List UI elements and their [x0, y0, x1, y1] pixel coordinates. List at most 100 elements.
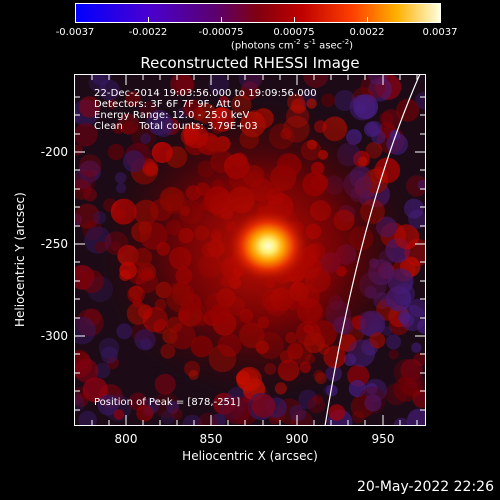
image-texture-blob — [417, 179, 426, 191]
image-data — [74, 74, 426, 426]
image-texture-blob — [321, 93, 336, 108]
image-texture-blob — [411, 342, 422, 353]
image-texture-blob — [386, 334, 401, 350]
image-texture-blob — [100, 346, 118, 364]
image-texture-blob — [74, 123, 98, 147]
image-texture-blob — [223, 396, 252, 425]
image-texture-blob — [75, 393, 89, 407]
x-tick-label: 800 — [114, 432, 138, 446]
y-tick-label: -200 — [40, 145, 68, 159]
image-texture-blob — [76, 308, 104, 337]
image-texture-blob — [74, 213, 82, 226]
colorbar-tick-label: -0.00075 — [198, 27, 244, 38]
image-texture-blob — [289, 404, 306, 422]
plot-frame — [74, 74, 426, 426]
image-texture-blob — [348, 380, 366, 398]
y-tick-label: -300 — [40, 329, 68, 343]
x-axis-label: Heliocentric X (arcsec) — [182, 449, 318, 463]
colorbar — [75, 3, 441, 23]
image-texture-blob — [74, 144, 83, 156]
image-texture-blob — [88, 74, 107, 92]
image-texture-blob — [303, 74, 329, 88]
image-texture-blob — [112, 123, 124, 134]
image-texture-blob — [406, 408, 426, 426]
image-texture-blob — [251, 394, 276, 418]
image-texture-blob — [78, 96, 101, 118]
image-texture-blob — [82, 377, 108, 403]
image-texture-blob — [74, 111, 81, 123]
image-texture-blob — [78, 160, 101, 183]
image-texture-blob — [364, 394, 382, 412]
image-texture-blob — [408, 298, 426, 317]
image-texture-blob — [74, 316, 96, 345]
colorbar-tick-label: 0.0022 — [349, 27, 385, 38]
image-texture-blob — [334, 90, 356, 111]
colorbar-tick-label: -0.0022 — [128, 27, 168, 38]
image-texture-blob — [107, 143, 125, 161]
x-tick-label: 850 — [199, 432, 223, 446]
image-texture-blob — [78, 410, 97, 426]
image-texture-blob — [364, 121, 380, 137]
image-texture-blob — [83, 188, 97, 202]
image-texture-blob — [166, 400, 180, 414]
image-texture-blob — [83, 308, 102, 326]
image-texture-blob — [154, 373, 176, 395]
image-texture-blob — [74, 170, 96, 193]
colorbar-units: (photons cm-2 s-1 asec-2) — [230, 38, 354, 52]
plot-date: 20-May-2022 22:26 — [356, 479, 494, 495]
image-texture-blob — [358, 386, 387, 415]
image-texture-blob — [368, 77, 392, 102]
image-texture-blob — [396, 98, 420, 122]
image-texture-blob — [306, 98, 317, 109]
image-texture-blob — [393, 377, 419, 402]
image-texture-blob — [74, 358, 99, 383]
image-texture-blob — [242, 74, 263, 89]
image-texture-blob — [97, 394, 119, 416]
image-texture-blob — [118, 113, 140, 135]
colorbar-tick-label: 0.0037 — [422, 27, 458, 38]
colorbar-tick-label: 0.00075 — [273, 27, 315, 38]
image-texture-blob — [351, 410, 365, 424]
image-texture-blob — [298, 389, 318, 409]
image-texture-blob — [74, 203, 100, 229]
image-texture-blob — [290, 410, 313, 426]
image-texture-blob — [78, 154, 102, 177]
image-texture-blob — [74, 395, 85, 413]
x-tick-label: 950 — [371, 432, 395, 446]
info-time-range: 22-Dec-2014 19:03:56.000 to 19:09:56.000 — [94, 88, 317, 99]
info-clean-counts: Clean Total counts: 3.79E+03 — [94, 121, 258, 132]
image-texture-blob — [366, 383, 378, 395]
y-tick-label: -250 — [40, 237, 68, 251]
image-texture-blob — [175, 75, 195, 95]
peak-position-label: Position of Peak = [878,-251] — [94, 397, 241, 408]
image-texture-blob — [388, 349, 399, 360]
image-texture-blob — [381, 109, 401, 129]
image-texture-blob — [307, 396, 326, 414]
image-texture-blob — [113, 409, 125, 420]
info-energy-range: Energy Range: 12.0 - 25.0 keV — [94, 110, 250, 121]
image-texture-blob — [211, 413, 226, 426]
info-detectors: Detectors: 3F 6F 7F 9F, Att 0 — [94, 99, 241, 110]
image-texture-blob — [95, 362, 111, 379]
axis-ticks — [75, 75, 425, 425]
image-texture-blob — [182, 414, 203, 426]
image-texture-blob — [328, 404, 346, 421]
image-texture-blob — [140, 133, 152, 145]
image-texture-blob — [80, 269, 104, 294]
image-texture-blob — [107, 98, 118, 109]
image-texture-blob — [74, 266, 85, 277]
y-axis-label: Heliocentric Y (arcsec) — [13, 192, 27, 327]
image-texture-blob — [238, 74, 263, 90]
image-texture-blob — [389, 129, 401, 141]
x-tick-label: 900 — [285, 432, 309, 446]
colorbar-tick-label: -0.0037 — [55, 27, 95, 38]
solar-limb — [324, 74, 421, 426]
image-texture-blob — [412, 389, 426, 408]
image-texture-blob — [98, 337, 120, 359]
image-texture-blob — [415, 91, 426, 110]
image-texture-blob — [406, 175, 426, 197]
image-texture-blob — [326, 384, 338, 397]
image-texture-blob — [98, 79, 120, 101]
image-texture-blob — [360, 74, 386, 100]
